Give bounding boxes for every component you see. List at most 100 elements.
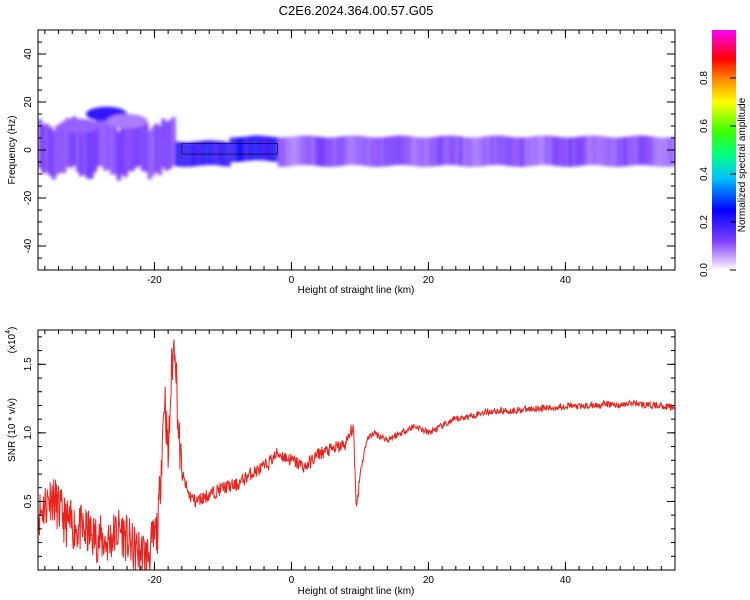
heatmap-cell	[103, 121, 108, 171]
snr-ticks: -20 0 20 40 0.5 1.0 1.5	[23, 330, 676, 586]
heatmap-cell	[353, 135, 358, 165]
x-tick-label: 40	[560, 275, 572, 286]
heatmap-cell	[264, 136, 269, 161]
heatmap-cell	[517, 137, 522, 167]
heatmap-cell	[500, 135, 505, 166]
heatmap-cell	[315, 136, 320, 166]
heatmap-cell	[589, 135, 594, 165]
y-tick-label: -20	[23, 190, 34, 205]
heatmap-cell	[38, 119, 43, 169]
heatmap-cell	[562, 137, 567, 167]
heatmap-cell	[462, 137, 467, 167]
heatmap-cells	[38, 106, 675, 181]
heatmap-cell	[51, 130, 56, 180]
heatmap-cell	[442, 135, 447, 166]
x-tick-label: 0	[289, 275, 295, 286]
heatmap-cell	[147, 130, 152, 180]
heatmap-cell	[301, 135, 306, 165]
heatmap-cell	[233, 137, 238, 162]
heatmap-cell	[551, 136, 556, 166]
heatmap-cell	[325, 137, 330, 167]
heatmap-cell	[616, 137, 621, 167]
heatmap-cell	[438, 136, 443, 166]
heatmap-cell	[486, 136, 491, 166]
heatmap-cell	[72, 116, 77, 166]
heatmap-cell	[452, 135, 457, 166]
y-tick-label: 1.0	[23, 425, 34, 439]
x-tick-label: -20	[147, 275, 162, 286]
snr-panel: -20 0 20 40 0.5 1.0 1.5 Height of straight lin…	[5, 327, 676, 597]
heatmap-cell	[582, 136, 587, 166]
heatmap-cell	[171, 116, 176, 166]
heatmap-cell	[195, 141, 200, 166]
spectrogram-xlabel: Height of straight line (km)	[298, 285, 415, 296]
heatmap-cell	[346, 135, 351, 166]
chart-title: C2E6.2024.364.00.57.G05	[279, 3, 434, 18]
heatmap-cell	[514, 137, 519, 167]
heatmap-cell	[411, 136, 416, 166]
colorbar-label: Normalized spectral amplitude	[737, 97, 748, 232]
heatmap-cell	[510, 137, 515, 167]
heatmap-cell	[538, 135, 543, 166]
heatmap-cell	[178, 142, 183, 167]
heatmap-cell	[199, 141, 204, 166]
heatmap-cell	[55, 125, 60, 175]
heatmap-cell	[654, 137, 659, 167]
heatmap-cell	[116, 131, 121, 181]
heatmap-cell	[496, 135, 502, 165]
snr-multiplier-base: (x10	[7, 333, 18, 353]
heatmap-cell	[647, 136, 652, 166]
colorbar-gradient	[712, 30, 736, 270]
heatmap-cell	[205, 140, 210, 165]
heatmap-cell	[219, 141, 224, 166]
heatmap-cell	[58, 123, 63, 173]
heatmap-cell	[449, 135, 454, 165]
colorbar-tick-label: 0.8	[699, 71, 710, 85]
heatmap-cell	[671, 136, 675, 167]
heatmap-cell	[531, 136, 536, 166]
heatmap-cell	[288, 136, 293, 167]
heatmap-cell	[668, 137, 673, 167]
heatmap-cell	[322, 137, 327, 167]
heatmap-cell	[414, 137, 419, 167]
snr-ylabel: SNR (10 * v/v)	[7, 398, 18, 462]
heatmap-cell	[96, 117, 101, 167]
heatmap-cell	[157, 126, 163, 176]
heatmap-cell	[277, 137, 282, 167]
heatmap-cell	[332, 137, 337, 167]
heatmap-cell	[428, 137, 433, 167]
heatmap-cell	[476, 137, 481, 167]
heatmap-cell	[407, 136, 413, 166]
spectrogram-ylabel: Frequency (Hz)	[7, 116, 18, 185]
snr-multiplier-exp: 4	[5, 330, 12, 334]
heatmap-cell	[548, 135, 553, 166]
heatmap-cell	[284, 137, 289, 167]
heatmap-cell	[79, 127, 84, 177]
y-tick-label: 0	[23, 147, 34, 153]
heatmap-cell	[106, 120, 111, 170]
heatmap-cell	[75, 123, 80, 172]
heatmap-cell	[281, 137, 286, 167]
colorbar-tick-label: 0.2	[699, 215, 710, 229]
heatmap-cell	[92, 123, 97, 173]
heatmap-cell	[544, 135, 550, 165]
heatmap-cell	[572, 137, 577, 167]
heatmap-cell	[243, 136, 248, 162]
heatmap-cell	[82, 125, 87, 175]
x-tick-label: -20	[147, 575, 162, 586]
heatmap-cell	[370, 137, 375, 167]
heatmap-cell	[380, 137, 385, 167]
heatmap-cell	[236, 137, 241, 162]
heatmap-cell	[633, 135, 639, 166]
heatmap-cell	[253, 135, 258, 161]
heatmap-cell	[99, 117, 104, 167]
colorbar-tick-label: 0.0	[699, 263, 710, 277]
snr-xlabel: Height of straight line (km)	[298, 586, 415, 597]
x-tick-label: 0	[289, 575, 295, 586]
heatmap-cell	[298, 135, 303, 166]
heatmap-cell	[329, 137, 334, 167]
heatmap-cell	[490, 135, 495, 166]
y-tick-label: 40	[23, 48, 34, 60]
heatmap-cell	[44, 123, 49, 173]
